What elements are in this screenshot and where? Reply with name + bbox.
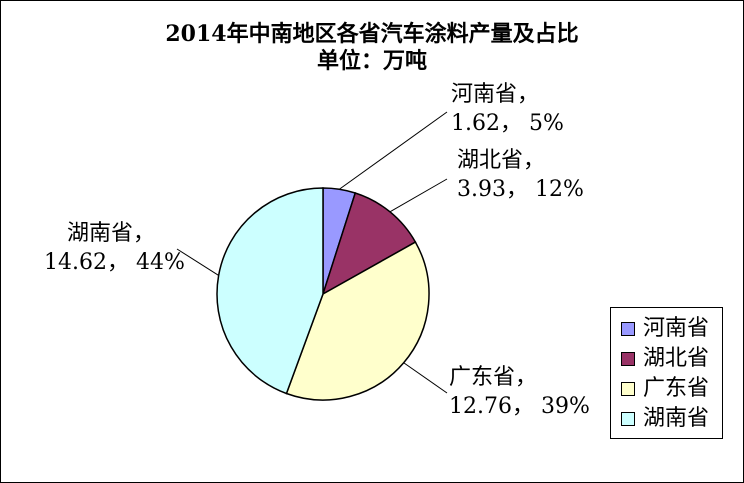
- pie-slice: [216, 187, 324, 395]
- leader-line: [389, 178, 448, 213]
- data-label-value: 1.62， 5%: [451, 111, 564, 136]
- data-label-name: 广东省，: [449, 365, 537, 390]
- data-label-value: 3.93， 12%: [457, 177, 584, 202]
- legend-label: 河南省: [643, 316, 710, 341]
- leader-line: [339, 111, 448, 190]
- chart-subtitle: 单位：万吨: [316, 48, 427, 74]
- legend-swatch: [621, 382, 635, 396]
- data-label-name: 湖北省，: [457, 148, 545, 173]
- chart-title: 2014年中南地区各省汽车涂料产量及占比: [165, 21, 579, 47]
- legend-item: 湖南省: [621, 406, 709, 432]
- legend-item: 广东省: [621, 376, 709, 402]
- legend-label: 湖北省: [643, 346, 710, 371]
- legend-swatch: [621, 352, 635, 366]
- legend-label: 湖南省: [643, 406, 710, 431]
- legend-label: 广东省: [643, 376, 710, 401]
- pie-slice: [285, 241, 430, 401]
- legend-item: 湖北省: [621, 346, 709, 372]
- leader-line: [403, 362, 448, 394]
- legend: 河南省湖北省广东省湖南省: [610, 307, 723, 439]
- data-label-value: 12.76， 39%: [449, 394, 590, 419]
- data-label-name: 湖南省，: [67, 221, 155, 246]
- leader-line: [176, 248, 219, 276]
- legend-item: 河南省: [621, 316, 709, 342]
- data-label-value: 14.62， 44%: [44, 250, 185, 275]
- data-label-name: 河南省，: [451, 82, 539, 107]
- legend-swatch: [621, 322, 635, 336]
- legend-swatch: [621, 412, 635, 426]
